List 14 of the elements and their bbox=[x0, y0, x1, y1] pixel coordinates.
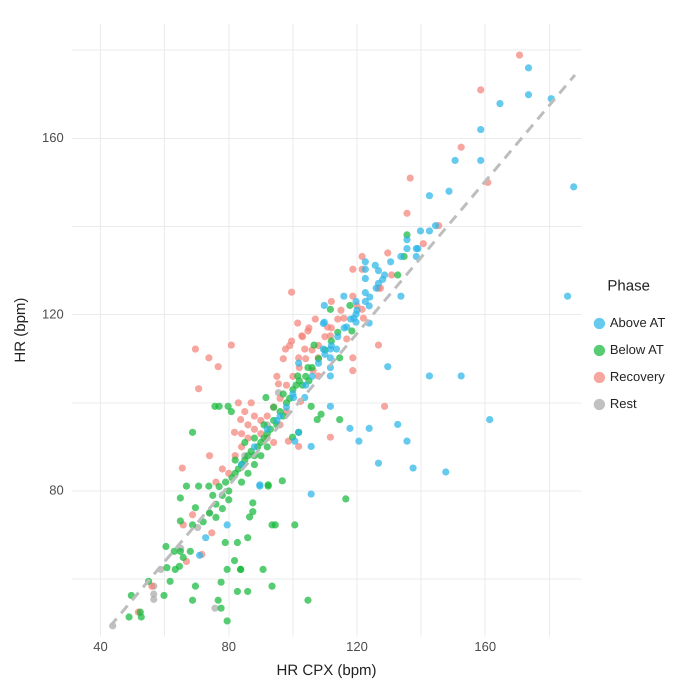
legend-label: Below AT bbox=[610, 342, 664, 358]
legend-label: Rest bbox=[610, 396, 637, 412]
y-tick-label: 120 bbox=[42, 306, 64, 322]
legend-label: Recovery bbox=[610, 369, 666, 384]
x-tick-label: 120 bbox=[346, 638, 368, 654]
x-tick-label: 40 bbox=[93, 638, 108, 654]
y-tick-label: 160 bbox=[42, 130, 64, 145]
y-axis-title: HR (bpm) bbox=[12, 298, 30, 363]
legend-title: Phase bbox=[607, 278, 650, 295]
x-tick-label: 160 bbox=[474, 638, 496, 654]
legend-label: Above AT bbox=[610, 315, 666, 330]
x-axis-title: HR CPX (bpm) bbox=[276, 662, 377, 680]
x-tick-label: 80 bbox=[222, 638, 236, 654]
y-tick-label: 80 bbox=[49, 482, 64, 498]
